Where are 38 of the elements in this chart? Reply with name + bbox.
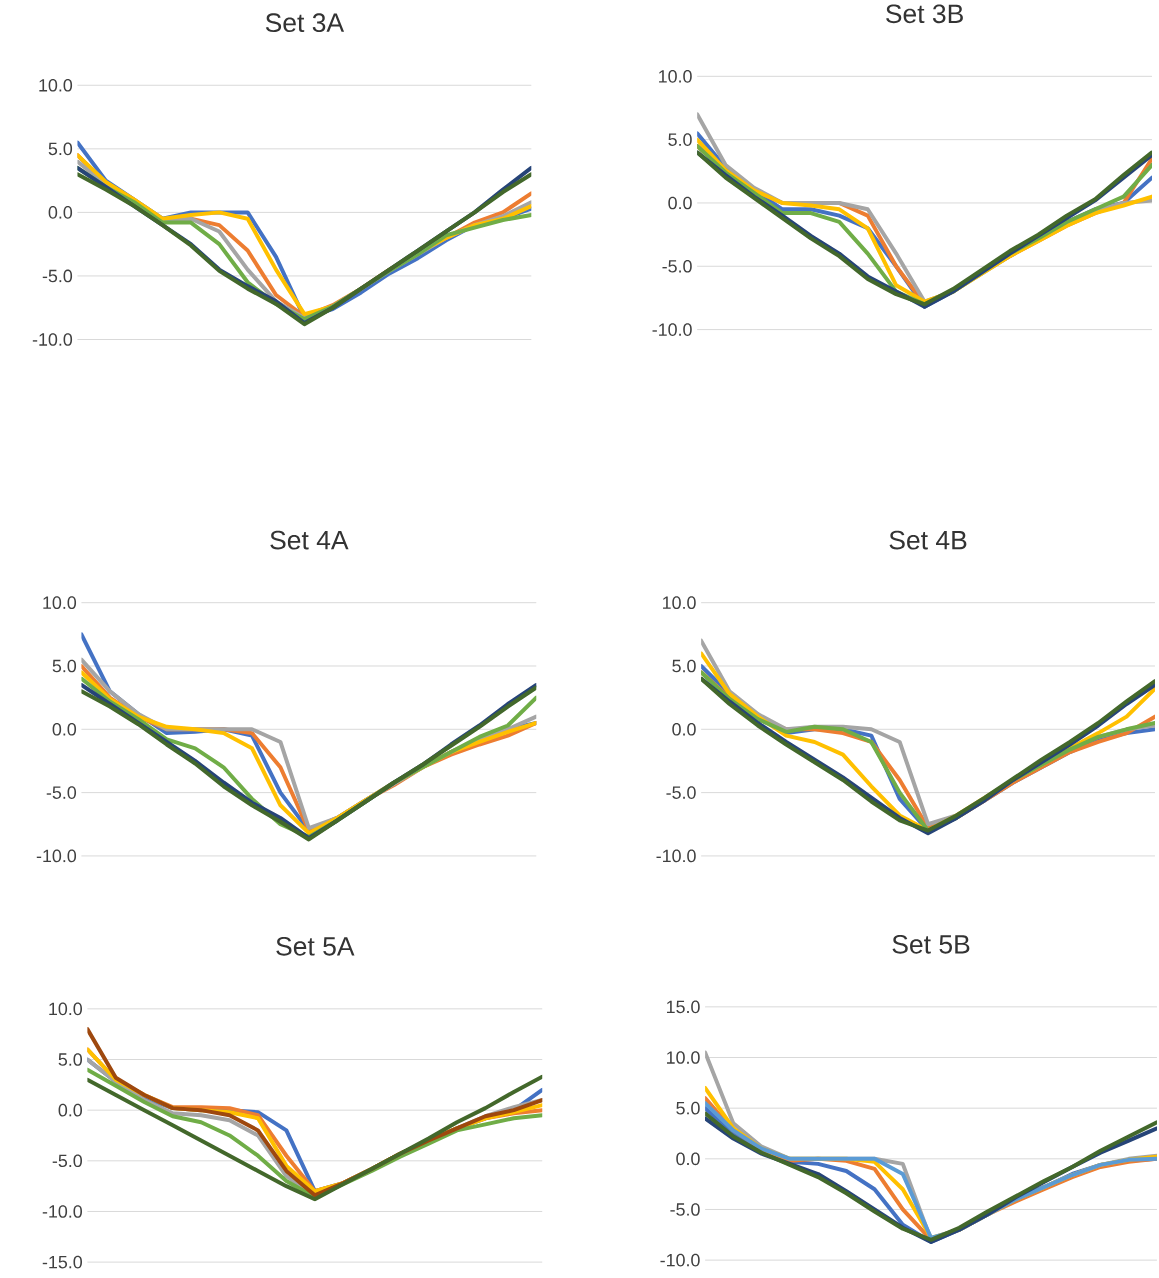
y-tick-label: 5.0: [672, 659, 696, 673]
y-tick-label: 0.0: [58, 1103, 83, 1117]
y-tick-label: 0.0: [48, 206, 73, 219]
y-tick-label: 5.0: [668, 133, 692, 146]
y-tick-label: -10.0: [652, 323, 692, 336]
y-tick-label: -10.0: [32, 333, 73, 346]
y-tick-label: -5.0: [42, 269, 73, 283]
y-tick-label: 15.0: [667, 1000, 700, 1014]
chart-title: Set 3B: [886, 4, 963, 24]
y-tick-label: 10.0: [667, 1051, 700, 1064]
y-tick-label: -15.0: [42, 1255, 83, 1269]
y-tick-label: 10.0: [43, 596, 77, 609]
y-tick-label: -10.0: [42, 1205, 83, 1218]
y-tick-label: 0.0: [668, 196, 692, 210]
y-tick-label: -5.0: [46, 786, 77, 799]
y-tick-label: 5.0: [48, 142, 73, 156]
y-tick-label: -5.0: [666, 786, 696, 799]
chart-title: Set 5B: [892, 934, 970, 954]
y-tick-label: 5.0: [676, 1101, 700, 1115]
y-tick-label: 10.0: [663, 596, 696, 609]
y-tick-label: 0.0: [676, 1152, 700, 1166]
y-tick-label: 10.0: [39, 78, 73, 92]
y-tick-label: -5.0: [52, 1154, 83, 1168]
y-tick-label: -10.0: [656, 849, 696, 863]
y-tick-label: 5.0: [58, 1053, 83, 1066]
y-tick-label: 0.0: [52, 722, 77, 736]
chart-title: Set 5A: [276, 936, 355, 956]
y-tick-label: -10.0: [660, 1253, 700, 1267]
y-tick-label: -5.0: [662, 259, 692, 273]
y-tick-label: 10.0: [659, 70, 692, 83]
y-tick-label: -5.0: [670, 1203, 700, 1216]
y-tick-label: -10.0: [36, 849, 77, 863]
y-tick-label: 0.0: [672, 722, 696, 736]
chart-title: Set 3A: [265, 13, 345, 33]
chart-title: Set 4A: [270, 530, 349, 550]
y-tick-label: 5.0: [52, 659, 77, 673]
y-tick-label: 10.0: [49, 1002, 83, 1016]
chart-title: Set 4B: [889, 530, 967, 550]
